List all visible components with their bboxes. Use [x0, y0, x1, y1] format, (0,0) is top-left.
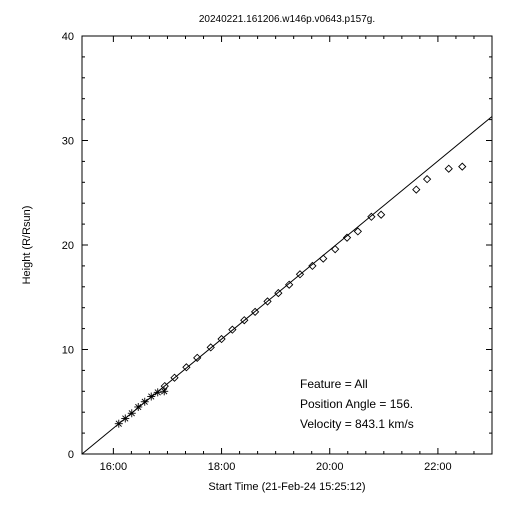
plot-frame: [82, 36, 492, 454]
diamond-marker: [320, 255, 327, 262]
asterisk-marker: [121, 414, 129, 422]
x-axis-label: Start Time (21-Feb-24 15:25:12): [208, 481, 365, 493]
diamond-marker: [194, 354, 201, 361]
xtick-label: 18:00: [208, 461, 236, 473]
diamond-marker: [332, 246, 339, 253]
ytick-label: 10: [62, 345, 74, 357]
asterisk-marker: [154, 388, 162, 396]
diamond-marker: [378, 211, 385, 218]
ytick-label: 0: [68, 449, 74, 461]
asterisk-marker: [147, 393, 155, 401]
y-axis-label: Height (R/Rsun): [21, 206, 33, 285]
xtick-label: 20:00: [316, 461, 344, 473]
annotation-0: Feature = All: [300, 377, 368, 391]
ytick-label: 30: [62, 136, 74, 148]
xtick-label: 16:00: [100, 461, 128, 473]
asterisk-marker: [134, 403, 142, 411]
chart-svg: 16:00 18:00 20:00 22:00 0 10 20 30 40 20240221.16…: [0, 0, 512, 512]
ytick-label: 40: [62, 31, 74, 43]
diamond-marker: [413, 186, 420, 193]
diamond-marker: [459, 163, 466, 170]
chart-container: 16:00 18:00 20:00 22:00 0 10 20 30 40 20240221.16…: [0, 0, 512, 512]
ytick-label: 20: [62, 240, 74, 252]
xtick-label: 22:00: [424, 461, 452, 473]
asterisk-marker: [128, 409, 136, 417]
annotation-2: Velocity = 843.1 km/s: [300, 417, 414, 431]
diamond-marker: [424, 176, 431, 183]
diamond-marker: [445, 165, 452, 172]
asterisk-marker: [141, 398, 149, 406]
asterisk-marker: [115, 420, 123, 428]
annotation-1: Position Angle = 156.: [300, 397, 413, 411]
diamond-marker: [286, 281, 293, 288]
chart-title: 20240221.161206.w146p.v0643.p157g.: [199, 14, 375, 25]
